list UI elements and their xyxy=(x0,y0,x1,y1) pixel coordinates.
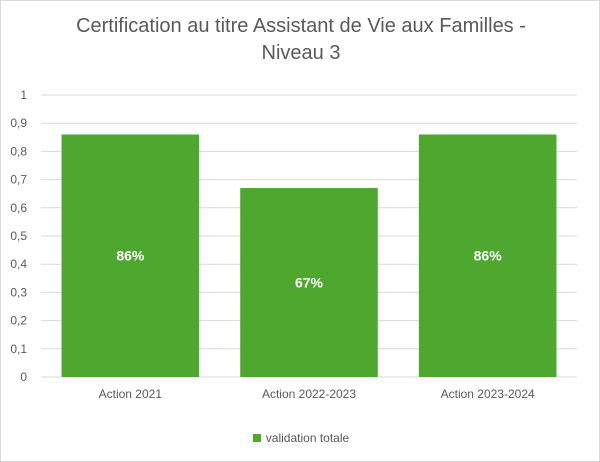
y-tick-label: 0,3 xyxy=(10,285,27,299)
x-category-label: Action 2021 xyxy=(99,387,163,401)
y-tick-label: 0,7 xyxy=(10,173,27,187)
bar-chart: 0 0,1 0,2 0,3 0,4 0,5 0,6 0,7 0,8 0,9 1 86% Action 2… xyxy=(10,88,577,401)
y-tick-label: 0 xyxy=(20,370,27,384)
data-label: 86% xyxy=(474,248,503,264)
y-tick-label: 0,8 xyxy=(10,144,27,158)
chart-title-line-1: Certification au titre Assistant de Vie … xyxy=(76,15,526,37)
y-tick-label: 0,4 xyxy=(10,257,27,271)
y-tick-label: 0,2 xyxy=(10,314,27,328)
y-tick-label: 1 xyxy=(20,88,27,102)
legend-label: validation totale xyxy=(265,431,350,445)
bar xyxy=(61,134,200,377)
y-tick-label: 0,1 xyxy=(10,342,27,356)
y-tick-label: 0,9 xyxy=(10,116,27,130)
y-tick-label: 0,6 xyxy=(10,201,27,215)
x-category-label: Action 2023-2024 xyxy=(441,387,535,401)
data-label: 67% xyxy=(295,275,324,291)
legend: validation totale xyxy=(1,431,600,445)
chart-title: Certification au titre Assistant de Vie … xyxy=(41,13,561,67)
y-tick-label: 0,5 xyxy=(10,229,27,243)
x-category-label: Action 2022-2023 xyxy=(262,387,356,401)
chart-title-line-2: Niveau 3 xyxy=(261,42,341,64)
bar xyxy=(418,134,557,377)
bar xyxy=(240,188,378,377)
legend-swatch xyxy=(252,434,261,442)
data-label: 86% xyxy=(116,248,145,264)
